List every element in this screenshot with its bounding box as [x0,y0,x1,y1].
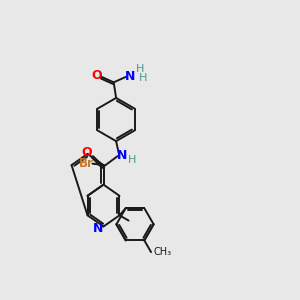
Text: N: N [117,149,127,162]
Text: N: N [125,70,135,83]
Text: H: H [136,64,144,74]
Text: O: O [82,146,92,159]
Text: N: N [93,221,103,235]
Text: H: H [139,74,147,83]
Text: CH₃: CH₃ [154,247,172,257]
Text: H: H [128,155,136,165]
Text: O: O [91,69,102,82]
Text: Br: Br [79,157,94,169]
